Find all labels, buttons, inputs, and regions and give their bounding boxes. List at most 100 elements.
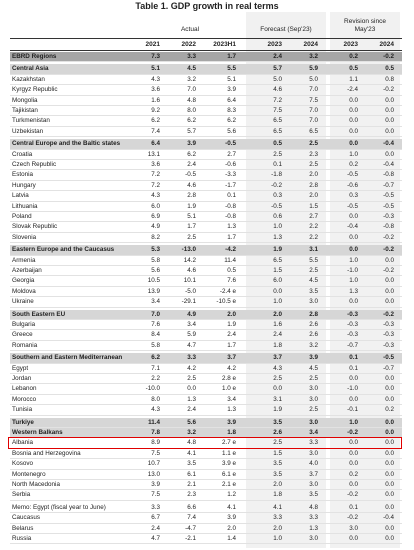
cell-value: -0.7 xyxy=(383,181,394,189)
row-label: Georgia xyxy=(12,277,35,285)
column-header: 2024 xyxy=(303,41,318,48)
cell-value: 5.9 xyxy=(187,331,196,339)
row-label: Eastern Europe and the Caucasus xyxy=(12,246,115,254)
cell-value: 1.1 xyxy=(349,75,358,83)
cell-value: -1.0 xyxy=(347,267,358,274)
cell-value: -0.6 xyxy=(347,181,358,189)
row-label: Western Balkans xyxy=(12,429,63,436)
cell-value: 2.4 xyxy=(227,331,236,339)
cell-value: 0.2 xyxy=(349,470,358,478)
row-label: Slovak Republic xyxy=(12,223,58,231)
cell-value: 0.0 xyxy=(349,460,358,468)
cell-value: 5.6 xyxy=(187,418,196,426)
cell-value: 3.2 xyxy=(309,341,318,349)
cell-value: 0.1 xyxy=(349,503,358,511)
cell-value: 6.1 e xyxy=(221,470,236,478)
cell-value: 3.0 xyxy=(309,385,318,393)
header-rule xyxy=(10,38,402,39)
row-label: Egypt xyxy=(12,364,29,372)
row-background xyxy=(10,160,402,171)
cell-value: 0.2 xyxy=(349,161,358,168)
row-label: Kazakhstan xyxy=(12,75,45,83)
cell-value: 4.0 xyxy=(309,460,318,468)
cell-value: 7.6 xyxy=(227,277,236,285)
cell-value: 5.0 xyxy=(273,75,282,83)
cell-value: 2.0 xyxy=(309,192,318,200)
cell-value: -2.1 xyxy=(185,535,196,542)
row-label: Bulgaria xyxy=(12,321,36,328)
cell-value: 1.3 xyxy=(349,287,358,295)
cell-value: 3.1 xyxy=(273,395,282,403)
row-label: Mongolia xyxy=(12,96,38,104)
cell-value: -0.3 xyxy=(347,331,358,339)
cell-value: 3.9 e xyxy=(221,460,236,468)
cell-value: 2.1 xyxy=(187,481,196,488)
cell-value: 3.5 xyxy=(187,460,196,468)
cell-value: 2.5 xyxy=(273,375,282,382)
cell-value: 6.4 xyxy=(151,140,160,148)
cell-value: 3.5 xyxy=(273,470,282,478)
cell-value: 4.5 xyxy=(187,65,196,73)
cell-value: 2.0 xyxy=(309,171,318,179)
cell-value: 3.3 xyxy=(187,53,196,60)
row-background xyxy=(10,513,402,524)
cell-value: 1.3 xyxy=(187,395,196,403)
column-header: 2022 xyxy=(181,41,196,48)
cell-value: 0.0 xyxy=(385,481,394,488)
cell-value: 6.0 xyxy=(273,277,282,285)
cell-value: -0.7 xyxy=(347,341,358,349)
cell-value: 1.6 xyxy=(151,96,160,104)
cell-value: 2.0 xyxy=(273,524,282,532)
cell-value: -0.2 xyxy=(347,491,358,499)
cell-value: 1.7 xyxy=(227,341,236,349)
cell-value: -0.5 xyxy=(225,140,236,148)
cell-value: 2.6 xyxy=(309,331,318,339)
cell-value: 3.9 xyxy=(187,140,196,148)
cell-value: 5.6 xyxy=(227,127,236,135)
cell-value: 4.9 xyxy=(151,223,160,231)
cell-value: -1.7 xyxy=(225,181,236,189)
row-background xyxy=(10,405,402,416)
cell-value: 1.0 xyxy=(273,223,282,231)
cell-value: 2.6 xyxy=(309,321,318,328)
cell-value: 2.7 xyxy=(309,213,318,220)
row-label: Jordan xyxy=(12,375,32,382)
cell-value: 1.3 xyxy=(227,406,236,414)
cell-value: 3.4 xyxy=(187,321,196,328)
row-background xyxy=(10,276,402,287)
cell-value: 7.0 xyxy=(151,310,160,318)
cell-value: 6.5 xyxy=(309,127,318,135)
cell-value: 6.5 xyxy=(273,256,282,264)
highlight-box xyxy=(8,437,402,449)
row-background xyxy=(10,534,402,545)
cell-value: -0.3 xyxy=(383,331,394,339)
cell-value: 10.7 xyxy=(147,460,160,468)
cell-value: 4.6 xyxy=(187,181,196,189)
row-label: Croatia xyxy=(12,150,33,158)
cell-value: -2.4 xyxy=(347,86,358,94)
row-label: Tunisia xyxy=(12,406,33,414)
cell-value: 4.2 xyxy=(227,364,236,372)
cell-value: 2.8 xyxy=(309,310,318,318)
cell-value: 2.2 xyxy=(309,223,318,231)
cell-value: -0.2 xyxy=(271,181,282,189)
cell-value: 3.7 xyxy=(273,354,282,362)
cell-value: 7.2 xyxy=(151,171,160,179)
row-background xyxy=(10,309,402,320)
cell-value: 5.9 xyxy=(309,65,318,73)
column-header: 2021 xyxy=(145,41,160,48)
cell-value: 0.0 xyxy=(349,107,358,114)
row-label: Russia xyxy=(12,535,32,542)
group-header: Revision since May'23 xyxy=(344,18,386,33)
row-label: Slovenia xyxy=(12,233,37,241)
cell-value: 4.6 xyxy=(187,267,196,274)
cell-value: 3.0 xyxy=(349,524,358,532)
cell-value: -0.2 xyxy=(383,86,394,94)
cell-value: 1.0 e xyxy=(221,385,236,393)
column-header: 2023 xyxy=(343,41,358,48)
cell-value: 2.7 e xyxy=(221,439,236,447)
cell-value: 4.3 xyxy=(151,75,160,83)
cell-value: 1.2 xyxy=(227,491,236,499)
row-background xyxy=(10,341,402,352)
